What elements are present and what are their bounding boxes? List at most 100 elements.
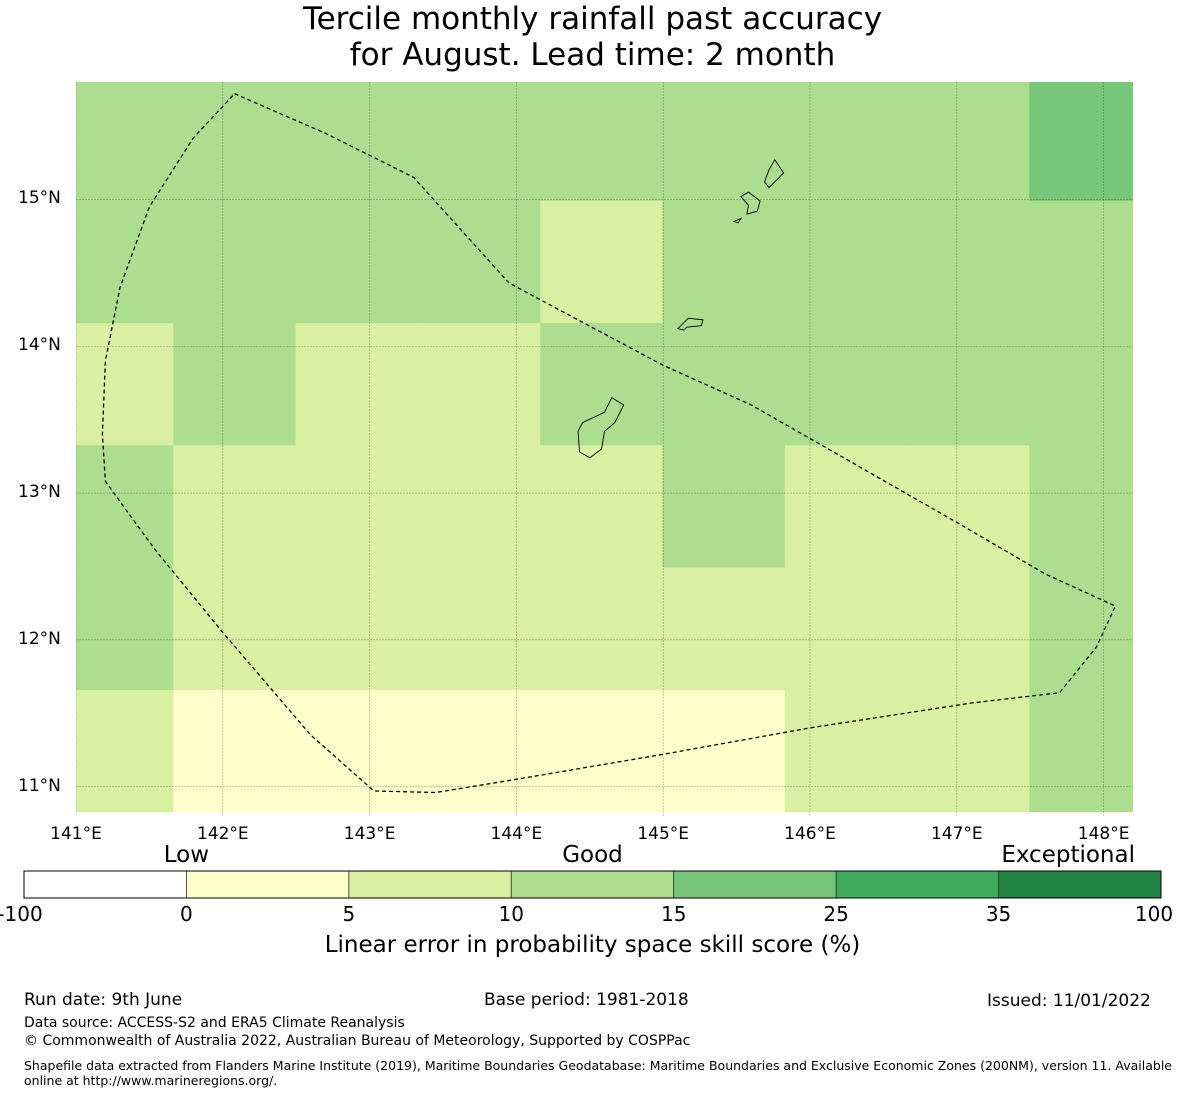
- colorbar-bin: [510, 870, 675, 899]
- longitude-tick-label: 141°E: [50, 824, 102, 844]
- skill-cell: [295, 689, 419, 813]
- skill-cell: [907, 444, 1030, 568]
- colorbar-tick-label: 35: [985, 902, 1012, 926]
- skill-cell: [173, 0, 296, 78]
- skill-cell: [1029, 0, 1152, 78]
- colorbar-frame: [23, 870, 1162, 899]
- skill-cell: [173, 567, 297, 690]
- skill-cell: [907, 200, 1030, 324]
- skill-cell: [76, 689, 174, 813]
- shapefile-note: Shapefile data extracted from Flanders M…: [24, 1058, 1172, 1088]
- skill-cell: [662, 0, 785, 78]
- skill-cell: [76, 82, 174, 201]
- colorbar-bin: [348, 870, 512, 899]
- skill-cell: [1029, 689, 1133, 813]
- skill-cell: [295, 200, 419, 324]
- skill-cell: [784, 567, 908, 690]
- skill-cell: [295, 82, 419, 201]
- map-title-line-2: for August. Lead time: 2 month: [349, 37, 836, 73]
- skill-cell: [540, 82, 664, 201]
- island-coastline: [740, 191, 761, 215]
- skill-cell: [1152, 200, 1185, 323]
- longitude-tick-label: 147°E: [930, 824, 983, 844]
- skill-cell: [540, 322, 664, 446]
- skill-cell: [417, 689, 541, 813]
- latitude-tick-label: 11°N: [18, 775, 61, 796]
- skill-cell: [76, 567, 174, 690]
- skill-cell: [907, 322, 1030, 446]
- colorbar-tick-label: 25: [823, 902, 849, 926]
- skill-cell: [540, 200, 664, 324]
- skill-cell: [540, 0, 663, 78]
- colorbar-bin: [23, 870, 187, 899]
- category-label-low: Low: [163, 842, 210, 868]
- skill-cell: [173, 689, 297, 813]
- skill-cell: [540, 567, 664, 690]
- island-coastline: [763, 158, 785, 189]
- colorbar-tick-label: 5: [342, 902, 356, 926]
- skill-map: [23, 0, 1185, 899]
- skill-cell: [785, 0, 908, 78]
- latitude-tick-label: 14°N: [18, 335, 61, 356]
- skill-cell: [662, 82, 786, 201]
- skill-cell: [295, 567, 419, 690]
- colorbar-tick-label: 0: [180, 902, 193, 926]
- colorbar-bin: [998, 870, 1162, 899]
- skill-cell: [540, 444, 664, 568]
- skill-cell: [1029, 567, 1133, 690]
- longitude-tick-label: 142°E: [196, 824, 249, 844]
- skill-cell: [1152, 0, 1185, 78]
- colorbar-tick-label: 100: [1134, 902, 1174, 926]
- colorbar-tick-label: 10: [498, 902, 524, 926]
- copyright: © Commonwealth of Australia 2022, Austra…: [24, 1033, 691, 1049]
- skill-cell: [662, 567, 786, 690]
- skill-cell: [784, 689, 908, 813]
- colorbar-tick-label: 15: [660, 902, 687, 926]
- skill-cell: [295, 444, 419, 568]
- skill-cell: [418, 0, 541, 78]
- skill-cell: [173, 82, 297, 201]
- map-title-line-1: Tercile monthly rainfall past accuracy: [302, 1, 883, 37]
- colorbar-bin: [835, 870, 999, 899]
- island-coastline: [677, 317, 704, 331]
- skill-cell: [662, 444, 786, 568]
- run-date: Run date: 9th June: [24, 990, 183, 1010]
- issued-date: Issued: 11/01/2022: [987, 991, 1151, 1011]
- latitude-tick-label: 13°N: [18, 482, 61, 503]
- skill-cell: [173, 444, 297, 568]
- skill-cell: [417, 200, 541, 324]
- latitude-tick-label: 15°N: [18, 188, 61, 209]
- skill-cell: [417, 82, 541, 201]
- longitude-tick-label: 145°E: [637, 824, 690, 844]
- skill-cell: [1029, 322, 1133, 446]
- skill-cell: [1152, 445, 1185, 568]
- skill-cell: [784, 444, 908, 568]
- skill-cell: [540, 689, 664, 813]
- latitude-tick-label: 12°N: [18, 628, 61, 649]
- skill-cell: [907, 82, 1030, 201]
- category-label-good: Good: [562, 842, 623, 868]
- map-content: [76, 0, 1185, 816]
- skill-cell: [417, 322, 541, 446]
- colorbar-bin: [673, 870, 837, 899]
- colorbar-tick-label: -100: [0, 902, 43, 926]
- island-coastline: [577, 396, 625, 459]
- skill-cell: [1152, 78, 1185, 201]
- skill-cell: [1029, 444, 1133, 568]
- skill-cell: [295, 322, 419, 446]
- skill-cell: [1152, 689, 1185, 812]
- skill-cell: [907, 689, 1030, 813]
- longitude-tick-label: 148°E: [1077, 824, 1130, 844]
- skill-cell: [784, 322, 908, 446]
- base-period: Base period: 1981-2018: [484, 990, 689, 1010]
- colorbar-bin: [186, 870, 350, 899]
- skill-cell: [76, 200, 174, 324]
- skill-cell: [907, 567, 1030, 690]
- skill-cell: [1029, 82, 1133, 201]
- colorbar-label: Linear error in probability space skill …: [324, 932, 861, 958]
- skill-cell: [173, 322, 297, 446]
- longitude-tick-label: 146°E: [784, 824, 836, 844]
- skill-cell: [662, 200, 786, 324]
- skill-cell: [76, 322, 174, 446]
- longitude-tick-label: 144°E: [490, 824, 543, 844]
